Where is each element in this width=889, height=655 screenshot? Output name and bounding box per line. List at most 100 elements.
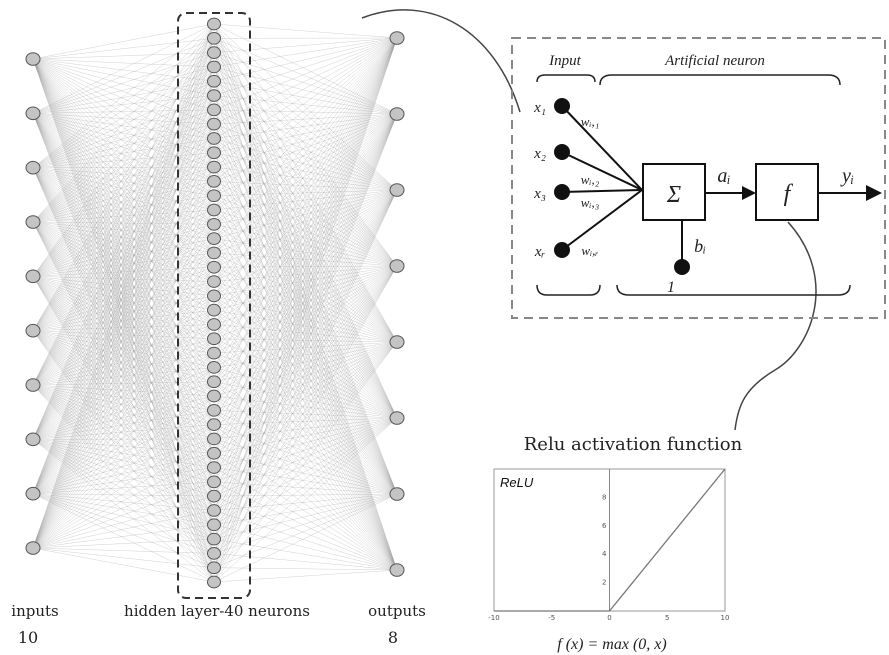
weight-w3-label: wᵢ,₃ bbox=[581, 195, 600, 210]
connection bbox=[213, 37, 398, 325]
connection bbox=[32, 58, 215, 583]
connection bbox=[213, 266, 398, 343]
connection bbox=[32, 424, 215, 549]
connection bbox=[32, 538, 215, 549]
connection bbox=[32, 181, 215, 277]
connection bbox=[32, 252, 215, 386]
connection bbox=[32, 195, 215, 386]
connection bbox=[213, 224, 398, 343]
connection bbox=[32, 395, 215, 440]
connection bbox=[32, 221, 215, 397]
connection bbox=[213, 113, 398, 540]
connection bbox=[213, 224, 398, 419]
connection bbox=[32, 221, 215, 354]
connection bbox=[32, 276, 215, 454]
connection bbox=[213, 189, 398, 568]
connection bbox=[213, 37, 398, 311]
output-node bbox=[389, 183, 405, 197]
connection bbox=[32, 124, 215, 494]
connection bbox=[32, 281, 215, 440]
connection bbox=[32, 367, 215, 386]
input-title: Input bbox=[548, 53, 581, 69]
connection bbox=[32, 547, 215, 568]
connection bbox=[213, 113, 398, 511]
connection bbox=[32, 221, 215, 339]
connection bbox=[32, 493, 215, 511]
connection bbox=[32, 209, 215, 494]
connection bbox=[32, 167, 215, 225]
connection bbox=[32, 123, 215, 223]
connection bbox=[213, 37, 398, 182]
connection bbox=[213, 510, 398, 571]
input-top-brace bbox=[536, 74, 596, 83]
connection bbox=[32, 181, 215, 386]
connection bbox=[32, 224, 215, 277]
connection bbox=[32, 352, 215, 549]
connection bbox=[213, 481, 398, 495]
connection bbox=[32, 221, 215, 225]
connection bbox=[32, 384, 215, 554]
input-x1-label: x₁ bbox=[533, 100, 546, 116]
connection bbox=[213, 37, 398, 296]
connection bbox=[32, 167, 215, 382]
weight-line-r bbox=[561, 189, 643, 251]
connection bbox=[32, 181, 215, 549]
connection bbox=[213, 341, 398, 368]
connection bbox=[32, 66, 215, 114]
connection bbox=[32, 367, 215, 440]
connection bbox=[213, 493, 398, 526]
input-node-x3 bbox=[554, 184, 570, 200]
connection bbox=[213, 265, 398, 554]
connection bbox=[213, 23, 398, 39]
connection bbox=[32, 452, 215, 494]
connection bbox=[213, 181, 398, 191]
connection bbox=[213, 324, 398, 495]
connection bbox=[213, 166, 398, 571]
connection bbox=[32, 66, 215, 331]
connection bbox=[213, 37, 398, 583]
connection bbox=[213, 417, 398, 568]
connection bbox=[32, 166, 215, 277]
connection bbox=[213, 352, 398, 571]
connection bbox=[213, 381, 398, 495]
connection bbox=[32, 181, 215, 331]
connection bbox=[32, 58, 215, 497]
connection bbox=[32, 493, 215, 526]
connection bbox=[32, 238, 215, 440]
input-node bbox=[25, 52, 41, 66]
connection bbox=[32, 439, 215, 511]
connection bbox=[32, 221, 215, 382]
relu-curve bbox=[494, 468, 726, 612]
connection bbox=[213, 195, 398, 495]
connection bbox=[213, 113, 398, 168]
connection bbox=[213, 265, 398, 440]
hidden-node bbox=[207, 17, 221, 31]
connection bbox=[213, 37, 398, 554]
connection bbox=[213, 209, 398, 343]
connection bbox=[32, 481, 215, 549]
connection bbox=[213, 493, 398, 554]
connection bbox=[213, 238, 398, 419]
connection bbox=[213, 493, 398, 568]
connection bbox=[32, 113, 215, 554]
network-nodes bbox=[25, 17, 405, 589]
connection bbox=[32, 113, 215, 368]
connection bbox=[32, 58, 215, 468]
relu-x-tick-label: -10 bbox=[488, 614, 499, 622]
connection bbox=[32, 224, 215, 440]
connection bbox=[32, 267, 215, 494]
connection bbox=[32, 384, 215, 411]
input-node bbox=[25, 269, 41, 284]
connection bbox=[32, 58, 215, 282]
connection bbox=[32, 453, 215, 549]
hidden-node bbox=[207, 561, 221, 575]
connection bbox=[213, 38, 398, 571]
network-connections bbox=[32, 23, 398, 583]
connection bbox=[32, 167, 215, 325]
connection bbox=[32, 52, 215, 168]
connection bbox=[213, 395, 398, 495]
input-node bbox=[25, 215, 41, 229]
connection bbox=[32, 309, 215, 440]
connection bbox=[213, 265, 398, 525]
